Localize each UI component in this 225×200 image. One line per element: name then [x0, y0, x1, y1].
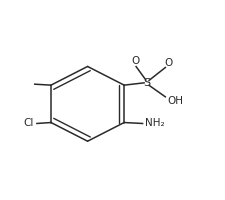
Text: OH: OH	[167, 96, 184, 106]
Text: S: S	[143, 78, 151, 88]
Text: O: O	[131, 56, 139, 66]
Text: Cl: Cl	[24, 118, 34, 128]
Text: O: O	[164, 58, 172, 68]
Text: NH₂: NH₂	[145, 118, 164, 128]
